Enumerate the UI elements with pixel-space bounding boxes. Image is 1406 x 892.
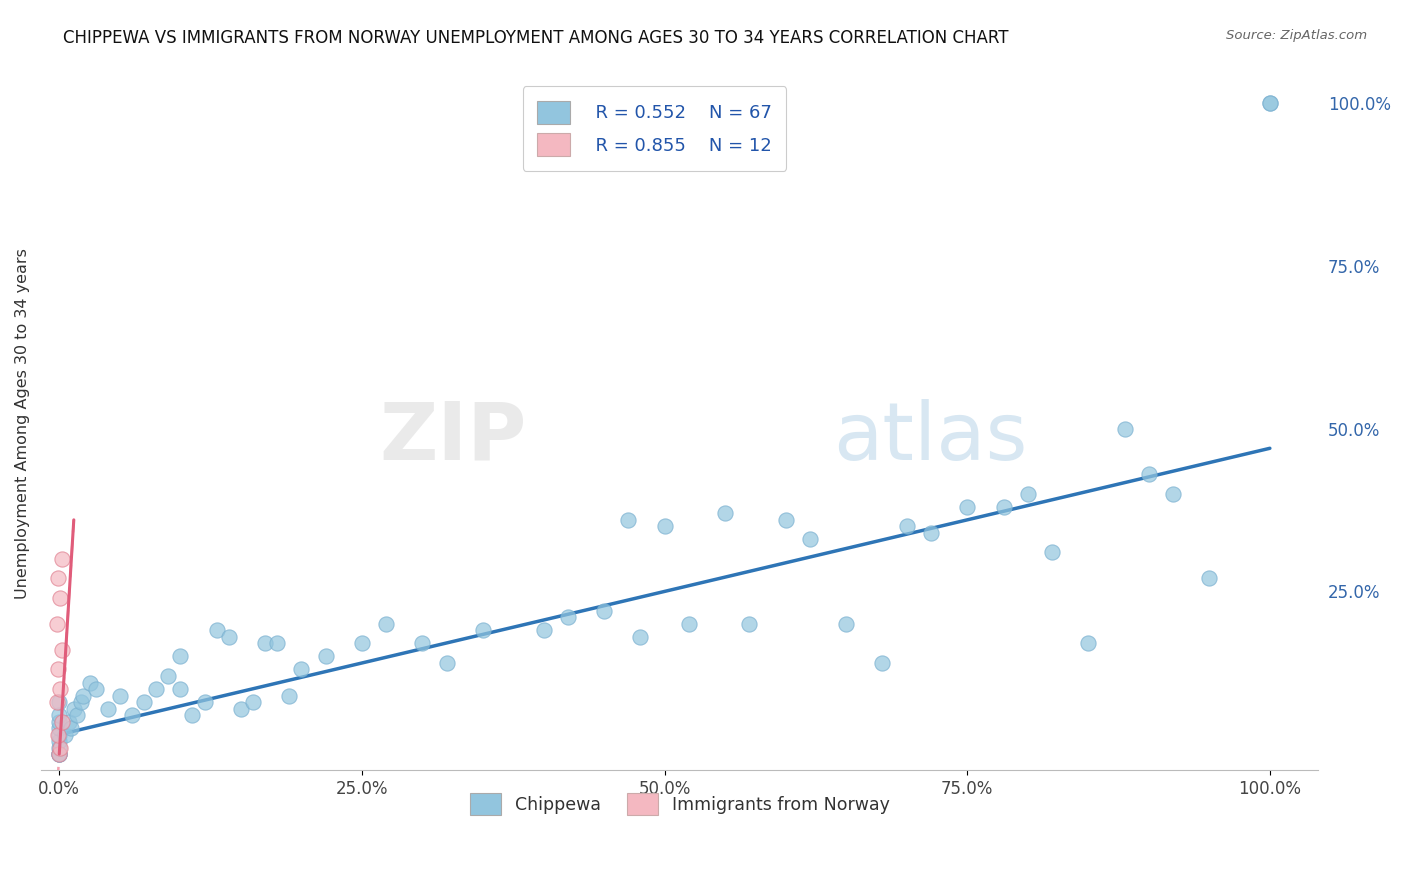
Point: [1137, 467, 1160, 482]
Point: [49, 740, 72, 755]
Point: [593, 604, 616, 618]
Point: [472, 624, 495, 638]
Point: [920, 525, 942, 540]
Point: [714, 507, 737, 521]
Point: [49, 591, 72, 605]
Y-axis label: Unemployment Among Ages 30 to 34 years: Unemployment Among Ages 30 to 34 years: [15, 249, 30, 599]
Point: [108, 689, 131, 703]
Text: CHIPPEWA VS IMMIGRANTS FROM NORWAY UNEMPLOYMENT AMONG AGES 30 TO 34 YEARS CORREL: CHIPPEWA VS IMMIGRANTS FROM NORWAY UNEMP…: [63, 29, 1008, 46]
Point: [242, 695, 264, 709]
Point: [266, 636, 288, 650]
Point: [654, 519, 676, 533]
Point: [290, 663, 312, 677]
Point: [411, 636, 433, 650]
Point: [1077, 636, 1099, 650]
Point: [66, 708, 89, 723]
Point: [157, 669, 180, 683]
Point: [58, 714, 80, 729]
Point: [1258, 96, 1281, 111]
Point: [46, 727, 69, 741]
Point: [1114, 422, 1136, 436]
Point: [1258, 96, 1281, 111]
Point: [350, 636, 373, 650]
Point: [48, 747, 70, 761]
Point: [181, 708, 204, 723]
Point: [51, 552, 73, 566]
Point: [557, 610, 579, 624]
Point: [205, 624, 228, 638]
Text: Source: ZipAtlas.com: Source: ZipAtlas.com: [1226, 29, 1367, 42]
Point: [48, 747, 70, 761]
Point: [70, 695, 93, 709]
Point: [738, 617, 761, 632]
Point: [1017, 487, 1039, 501]
Point: [121, 708, 143, 723]
Point: [169, 649, 191, 664]
Point: [51, 714, 73, 729]
Point: [48, 747, 70, 761]
Point: [48, 695, 70, 709]
Point: [132, 695, 155, 709]
Point: [956, 500, 979, 514]
Point: [48, 747, 70, 761]
Point: [48, 734, 70, 748]
Point: [896, 519, 918, 533]
Point: [97, 701, 120, 715]
Point: [145, 681, 167, 696]
Point: [48, 727, 70, 741]
Point: [62, 701, 84, 715]
Point: [169, 681, 191, 696]
Point: [218, 630, 240, 644]
Point: [193, 695, 215, 709]
Point: [775, 513, 797, 527]
Point: [51, 643, 73, 657]
Point: [45, 695, 67, 709]
Point: [678, 617, 700, 632]
Point: [84, 681, 107, 696]
Point: [254, 636, 277, 650]
Point: [993, 500, 1015, 514]
Point: [79, 675, 101, 690]
Point: [315, 649, 337, 664]
Point: [278, 689, 301, 703]
Text: ZIP: ZIP: [380, 399, 526, 476]
Point: [48, 721, 70, 735]
Point: [72, 689, 94, 703]
Point: [49, 681, 72, 696]
Point: [533, 624, 555, 638]
Point: [229, 701, 252, 715]
Point: [53, 727, 76, 741]
Point: [375, 617, 398, 632]
Point: [1198, 571, 1220, 585]
Point: [1040, 545, 1063, 559]
Point: [872, 656, 894, 670]
Point: [835, 617, 858, 632]
Text: atlas: atlas: [832, 399, 1028, 476]
Point: [45, 617, 67, 632]
Point: [48, 714, 70, 729]
Point: [1161, 487, 1184, 501]
Point: [46, 571, 69, 585]
Point: [617, 513, 640, 527]
Point: [48, 740, 70, 755]
Point: [46, 663, 69, 677]
Point: [628, 630, 651, 644]
Point: [436, 656, 458, 670]
Legend: Chippewa, Immigrants from Norway: Chippewa, Immigrants from Norway: [461, 784, 898, 824]
Point: [799, 533, 821, 547]
Point: [48, 708, 70, 723]
Point: [60, 721, 83, 735]
